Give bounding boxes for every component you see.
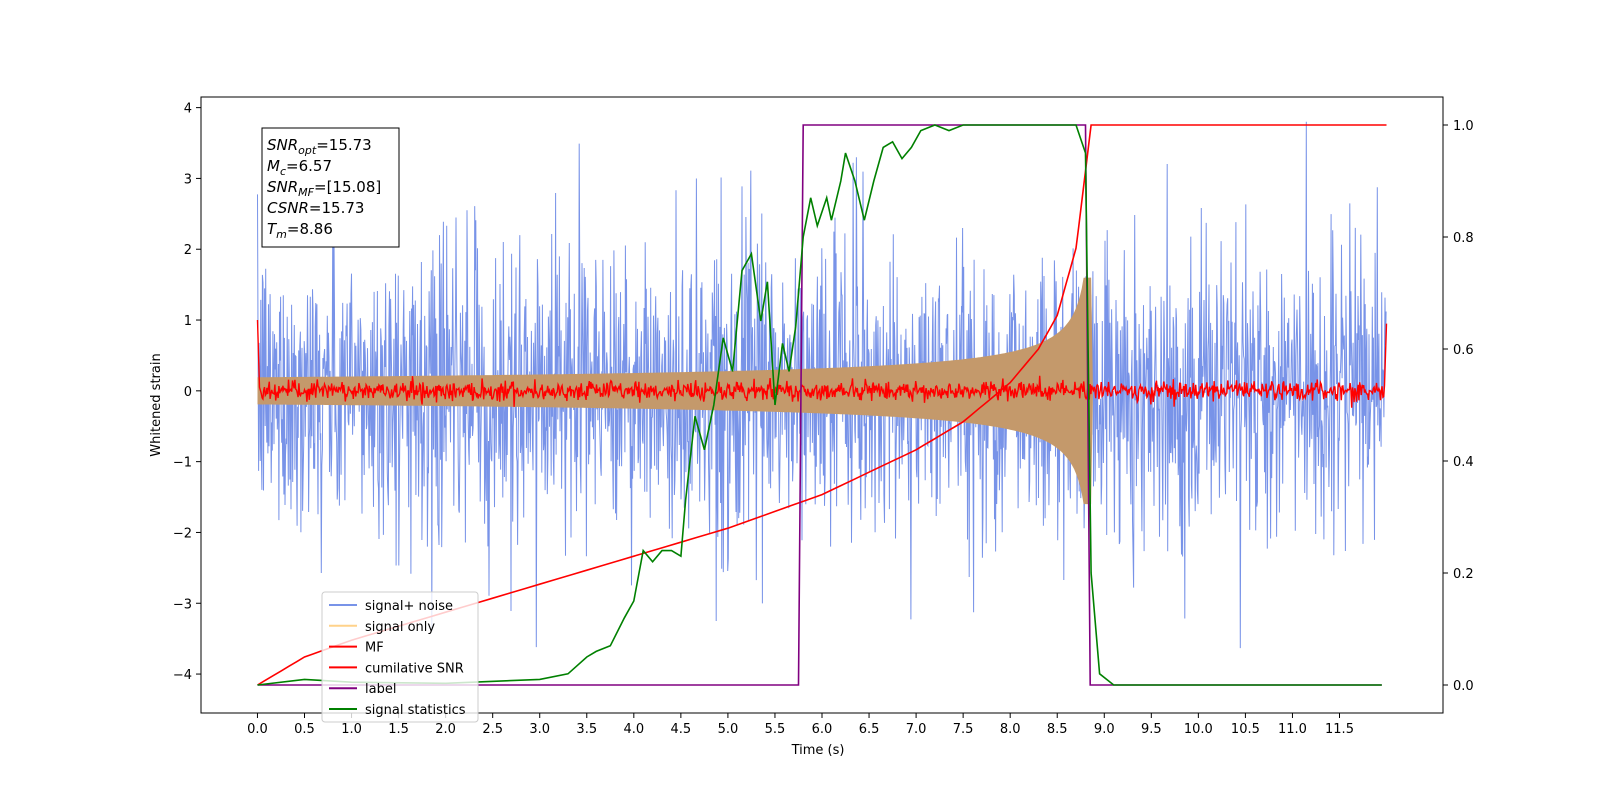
x-tick-label: 0.5 xyxy=(294,722,315,737)
y-tick-label: 1 xyxy=(184,314,192,329)
x-tick-label: 5.0 xyxy=(718,722,739,737)
x-tick-label: 10.0 xyxy=(1184,722,1213,737)
x-axis: 0.0 0.5 1.0 1.5 2.0 2.5 3.0 3.5 4.0 4.5 5.0 5.5 6.0 6… xyxy=(247,713,1354,737)
x-tick-label: 7.5 xyxy=(953,722,974,737)
legend: signal+ noise signal only MF cumilative SNR… xyxy=(321,591,479,723)
y-axis-right: 0.0 0.2 0.4 0.6 0.8 1.0 xyxy=(1443,119,1474,694)
x-tick-label: 4.5 xyxy=(671,722,692,737)
x-tick-label: 2.0 xyxy=(435,722,456,737)
series-mf xyxy=(256,319,1388,408)
legend-entry: signal+ noise xyxy=(365,599,453,614)
x-tick-label: 11.0 xyxy=(1278,722,1307,737)
y-tick-label: 0 xyxy=(184,385,192,400)
annotation-line: Tm=8.86 xyxy=(267,220,333,241)
y-tick-label: −1 xyxy=(173,456,192,471)
annotation-box: SNRopt=15.73Mc=6.57SNRMF=[15.08]CSNR=15.… xyxy=(261,127,400,248)
x-tick-label: 8.5 xyxy=(1047,722,1068,737)
series-signal-only xyxy=(257,277,1093,505)
y2-tick-label: 0.2 xyxy=(1453,567,1474,582)
annotation-frame xyxy=(261,127,400,248)
y2-tick-label: 0.6 xyxy=(1453,343,1474,358)
y-tick-label: −4 xyxy=(173,668,192,683)
legend-entry: signal only xyxy=(365,620,435,635)
x-tick-label: 1.5 xyxy=(388,722,409,737)
x-tick-label: 10.5 xyxy=(1231,722,1260,737)
x-tick-label: 7.0 xyxy=(906,722,927,737)
x-tick-label: 4.0 xyxy=(623,722,644,737)
y-tick-label: 4 xyxy=(184,102,192,117)
y-tick-label: −2 xyxy=(173,526,192,541)
y2-tick-label: 0.4 xyxy=(1453,455,1474,470)
x-tick-label: 3.5 xyxy=(576,722,597,737)
y-axis-left: −4 −3 −2 −1 0 1 2 3 4 xyxy=(173,102,201,683)
x-tick-label: 9.0 xyxy=(1094,722,1115,737)
annotation-line: Mc=6.57 xyxy=(267,157,332,178)
y-tick-label: 3 xyxy=(184,172,192,187)
y2-tick-label: 1.0 xyxy=(1453,119,1474,134)
series-signal-statistics xyxy=(257,124,1382,686)
y2-tick-label: 0.8 xyxy=(1453,231,1474,246)
legend-entry: signal statistics xyxy=(365,703,466,718)
x-tick-label: 1.0 xyxy=(341,722,362,737)
annotation-line: CSNR=15.73 xyxy=(267,199,364,217)
series-signal-noise xyxy=(257,121,1387,649)
legend-entry: cumilative SNR xyxy=(365,661,464,676)
y-tick-label: 2 xyxy=(184,243,192,258)
x-tick-label: 5.5 xyxy=(765,722,786,737)
y-tick-label: −3 xyxy=(173,597,192,612)
x-tick-label: 8.0 xyxy=(1000,722,1021,737)
x-tick-label: 11.5 xyxy=(1325,722,1354,737)
x-tick-label: 3.0 xyxy=(529,722,550,737)
legend-entry: label xyxy=(365,682,396,697)
annotation-line: SNRopt=15.73 xyxy=(267,136,372,157)
legend-frame xyxy=(321,591,479,723)
x-tick-label: 9.5 xyxy=(1141,722,1162,737)
x-axis-label: Time (s) xyxy=(791,743,845,758)
annotation-line: SNRMF=[15.08] xyxy=(267,178,381,199)
legend-entry: MF xyxy=(365,641,384,656)
x-tick-label: 2.5 xyxy=(482,722,503,737)
y2-tick-label: 0.0 xyxy=(1453,679,1474,694)
x-tick-label: 6.0 xyxy=(812,722,833,737)
x-tick-label: 0.0 xyxy=(247,722,268,737)
x-tick-label: 6.5 xyxy=(859,722,880,737)
y-axis-label: Whitened strain xyxy=(149,353,164,456)
